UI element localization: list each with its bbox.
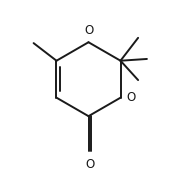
Text: O: O	[85, 158, 95, 171]
Text: O: O	[127, 91, 136, 104]
Text: O: O	[84, 24, 93, 37]
